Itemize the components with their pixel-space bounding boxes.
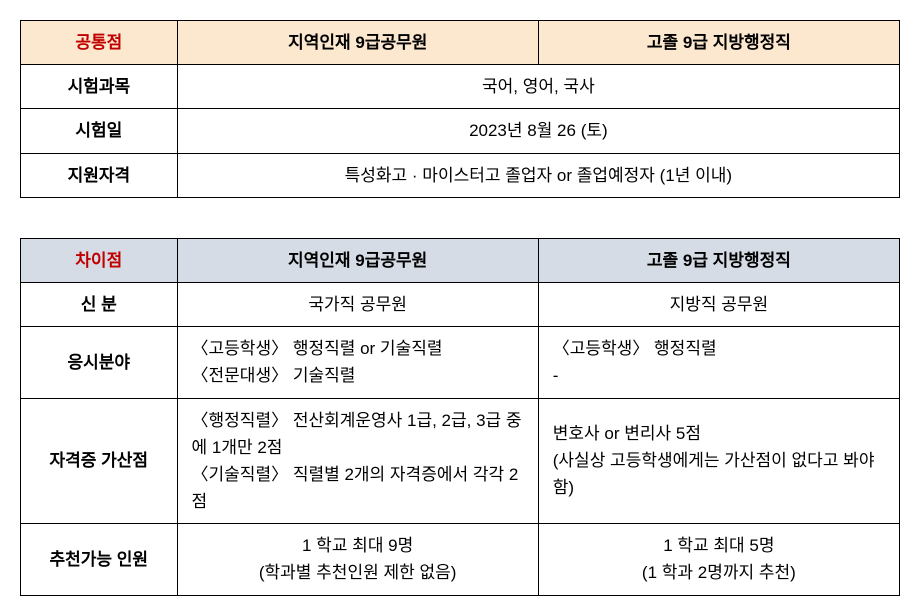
row-label: 신 분	[21, 282, 178, 326]
differences-table: 차이점 지역인재 9급공무원 고졸 9급 지방행정직 신 분 국가직 공무원 지…	[20, 238, 900, 596]
table-row: 자격증 가산점 〈행정직렬〉 전산회계운영사 1급, 2급, 3급 중에 1개만…	[21, 398, 900, 524]
row-value: 2023년 8월 26 (토)	[177, 109, 899, 153]
table-row: 시험일 2023년 8월 26 (토)	[21, 109, 900, 153]
table1-corner: 공통점	[21, 21, 178, 65]
row-label: 추천가능 인원	[21, 524, 178, 595]
row-col2: 변호사 or 변리사 5점(사실상 고등학생에게는 가산점이 없다고 봐야함)	[538, 398, 899, 524]
table1-header-col1: 지역인재 9급공무원	[177, 21, 538, 65]
table-row: 지원자격 특성화고 · 마이스터고 졸업자 or 졸업예정자 (1년 이내)	[21, 153, 900, 197]
table-row: 신 분 국가직 공무원 지방직 공무원	[21, 282, 900, 326]
row-col1: 1 학교 최대 9명(학과별 추천인원 제한 없음)	[177, 524, 538, 595]
row-label: 시험과목	[21, 65, 178, 109]
row-value: 특성화고 · 마이스터고 졸업자 or 졸업예정자 (1년 이내)	[177, 153, 899, 197]
row-col1: 〈행정직렬〉 전산회계운영사 1급, 2급, 3급 중에 1개만 2점〈기술직렬…	[177, 398, 538, 524]
table2-corner: 차이점	[21, 238, 178, 282]
row-col1: 〈고등학생〉 행정직렬 or 기술직렬〈전문대생〉 기술직렬	[177, 327, 538, 398]
row-col2: 〈고등학생〉 행정직렬-	[538, 327, 899, 398]
row-label: 응시분야	[21, 327, 178, 398]
table1-corner-text: 공통점	[75, 33, 122, 52]
table-row: 시험과목 국어, 영어, 국사	[21, 65, 900, 109]
common-points-table: 공통점 지역인재 9급공무원 고졸 9급 지방행정직 시험과목 국어, 영어, …	[20, 20, 900, 198]
row-label: 자격증 가산점	[21, 398, 178, 524]
row-col2: 지방직 공무원	[538, 282, 899, 326]
table2-header-col1: 지역인재 9급공무원	[177, 238, 538, 282]
row-label: 시험일	[21, 109, 178, 153]
spacer	[20, 198, 900, 238]
row-label: 지원자격	[21, 153, 178, 197]
table2-header-col2: 고졸 9급 지방행정직	[538, 238, 899, 282]
row-col1: 국가직 공무원	[177, 282, 538, 326]
table-row: 추천가능 인원 1 학교 최대 9명(학과별 추천인원 제한 없음) 1 학교 …	[21, 524, 900, 595]
row-value: 국어, 영어, 국사	[177, 65, 899, 109]
table-row: 응시분야 〈고등학생〉 행정직렬 or 기술직렬〈전문대생〉 기술직렬 〈고등학…	[21, 327, 900, 398]
table1-header-col2: 고졸 9급 지방행정직	[538, 21, 899, 65]
row-col2: 1 학교 최대 5명(1 학과 2명까지 추천)	[538, 524, 899, 595]
table2-corner-text: 차이점	[75, 251, 122, 270]
